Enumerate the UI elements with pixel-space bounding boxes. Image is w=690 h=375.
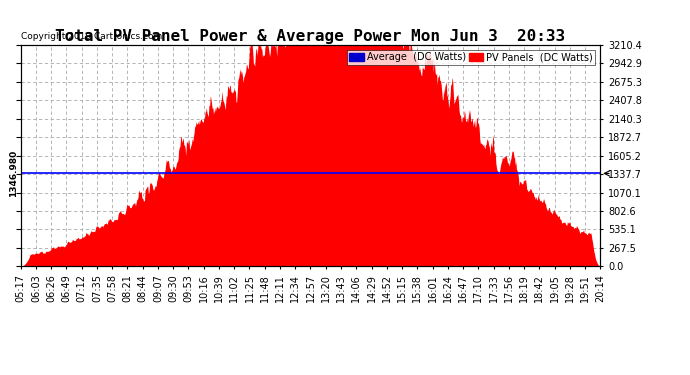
Text: 1346.980: 1346.980 [9,150,18,197]
Legend: Average  (DC Watts), PV Panels  (DC Watts): Average (DC Watts), PV Panels (DC Watts) [347,50,595,65]
Title: Total PV Panel Power & Average Power Mon Jun 3  20:33: Total PV Panel Power & Average Power Mon… [55,29,566,44]
Text: Copyright 2019 Cartronics.com: Copyright 2019 Cartronics.com [21,32,162,40]
